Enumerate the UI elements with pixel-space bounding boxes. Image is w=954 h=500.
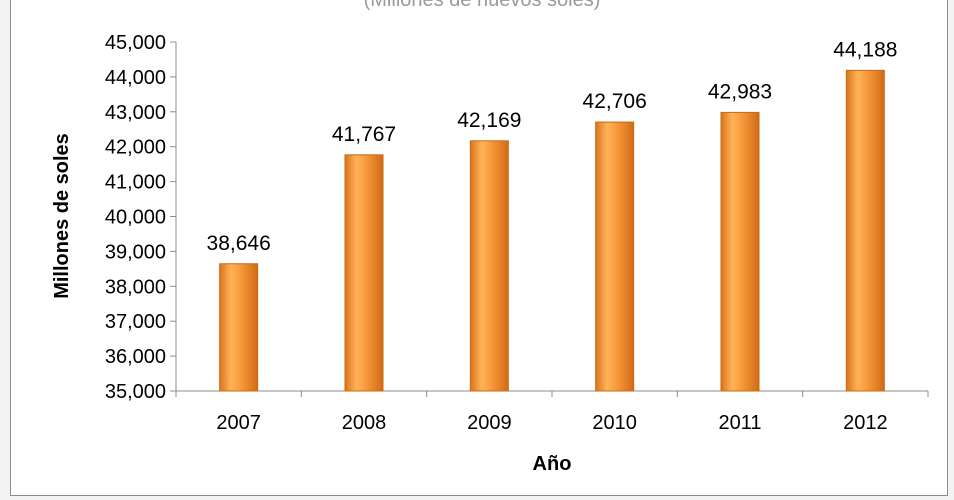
x-tick-label: 2011 [718, 412, 761, 434]
y-tick-label: 39,000 [105, 241, 166, 263]
x-axis [175, 390, 929, 397]
bar-2012 [845, 69, 885, 392]
data-label-2007: 38,646 [207, 232, 271, 255]
data-label-2009: 42,169 [457, 109, 521, 132]
bar-2011 [720, 111, 760, 392]
data-label-2011: 42,983 [708, 80, 772, 103]
x-tick-labels: 2007 2008 2009 2010 2011 2012 [216, 412, 887, 434]
bar-2008 [344, 154, 384, 392]
data-label-2008: 41,767 [332, 123, 396, 146]
y-tick-label: 44,000 [105, 67, 166, 89]
y-tick-label: 45,000 [105, 32, 166, 54]
y-axis-title: Millones de soles [51, 133, 73, 299]
x-tick-label: 2010 [592, 412, 637, 434]
data-label-2012: 44,188 [833, 38, 897, 61]
x-tick-label: 2012 [843, 412, 888, 434]
x-axis-title: Año [533, 453, 572, 475]
data-label-2010: 42,706 [583, 90, 647, 113]
y-tick-labels: 35,000 36,000 37,000 38,000 39,000 40,000 41,0… [105, 32, 166, 403]
x-tick-label: 2009 [467, 412, 512, 434]
y-tick-label: 40,000 [105, 207, 166, 229]
bar-2007 [219, 263, 259, 392]
y-axis [170, 41, 177, 392]
bars [219, 69, 885, 392]
y-tick-label: 43,000 [105, 102, 166, 124]
y-tick-label: 38,000 [105, 276, 166, 298]
y-tick-label: 36,000 [105, 346, 166, 368]
bar-2010 [595, 121, 635, 392]
bar-2009 [469, 140, 509, 392]
y-tick-label: 42,000 [105, 137, 166, 159]
y-tick-label: 35,000 [105, 381, 166, 403]
x-tick-label: 2007 [216, 412, 261, 434]
y-tick-label: 41,000 [105, 172, 166, 194]
data-labels: 38,646 41,767 42,169 42,706 42,983 44,188 [207, 38, 898, 254]
x-tick-label: 2008 [342, 412, 387, 434]
chart-subtitle: (Millones de nuevos soles) [364, 0, 601, 11]
y-tick-label: 37,000 [105, 311, 166, 333]
